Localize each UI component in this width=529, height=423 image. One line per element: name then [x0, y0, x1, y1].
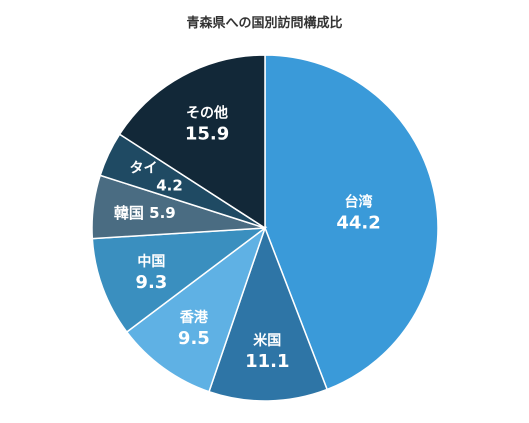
- slice-label-name-3: 中国: [137, 253, 165, 270]
- slice-label-4: 韓国 5.9: [114, 204, 176, 222]
- slice-label-value-0: 44.2: [336, 213, 380, 234]
- pie-slice-3: [91, 227, 268, 334]
- pie-slice-6: [118, 54, 266, 230]
- pie-slices: [91, 54, 439, 402]
- slice-label-name-0: 台湾: [345, 194, 373, 211]
- slice-label-name-5: タイ: [129, 160, 157, 176]
- slice-label-value-2: 9.5: [178, 328, 210, 349]
- slice-label-name-1: 米国: [253, 332, 281, 349]
- pie-slice-1: [208, 225, 329, 402]
- slice-label-name-2: 香港: [179, 309, 209, 326]
- chart-title: 青森県への国別訪問構成比: [186, 16, 343, 31]
- pie-labels: 台湾 44.2 米国 11.1 香港 9.5 中国 9.3 韓国 5.9 タイ4.2 その他 15.9: [114, 105, 381, 372]
- pie-slice-0: [264, 54, 439, 391]
- pie-slice-2: [125, 225, 267, 393]
- slice-label-value-6: 15.9: [185, 124, 229, 145]
- slice-label-value-1: 11.1: [245, 351, 289, 372]
- slice-label-value-5: 4.2: [156, 176, 183, 194]
- slice-label-name-6: その他: [186, 105, 228, 122]
- slice-label-value-3: 9.3: [135, 272, 167, 293]
